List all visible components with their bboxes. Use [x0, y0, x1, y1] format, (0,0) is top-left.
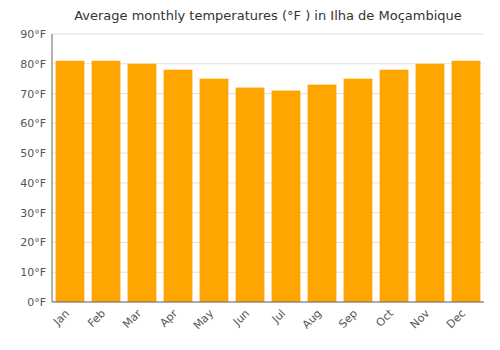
- y-tick-label: 30°F: [20, 207, 46, 220]
- chart: Average monthly temperatures (°F ) in Il…: [0, 0, 500, 350]
- y-tick-label: 0°F: [27, 296, 46, 309]
- x-tick-label: Apr: [157, 307, 180, 330]
- bars: [56, 61, 481, 302]
- y-axis-line: [52, 34, 53, 302]
- bar: [92, 61, 121, 302]
- x-tick-label: May: [191, 307, 217, 333]
- grid-line: [52, 34, 484, 35]
- bar: [344, 79, 373, 302]
- x-tick-label: Jul: [269, 307, 288, 326]
- y-tick-label: 80°F: [20, 58, 46, 71]
- x-tick-label: Jun: [230, 307, 252, 329]
- title: Average monthly temperatures (°F ) in Il…: [74, 8, 462, 23]
- y-tick-label: 50°F: [20, 147, 46, 160]
- x-tick-label: Dec: [444, 307, 468, 331]
- x-axis-line: [52, 302, 484, 303]
- grid-line: [52, 302, 484, 303]
- bar: [416, 64, 445, 302]
- x-tick-label: Sep: [336, 307, 360, 331]
- bar: [380, 70, 409, 302]
- y-tick-label: 90°F: [20, 28, 46, 41]
- chart-container: Average monthly temperatures (°F ) in Il…: [0, 0, 500, 350]
- bar: [452, 61, 481, 302]
- grid: [52, 34, 484, 302]
- y-tick-label: 20°F: [20, 236, 46, 249]
- bar: [164, 70, 193, 302]
- y-tick-label: 10°F: [20, 266, 46, 279]
- bar: [308, 85, 337, 302]
- x-tick-label: Oct: [373, 306, 396, 329]
- x-tick-label: Feb: [85, 307, 108, 330]
- x-tick-label: Aug: [300, 307, 324, 331]
- bar: [128, 64, 157, 302]
- y-tick-label: 60°F: [20, 117, 46, 130]
- bar: [56, 61, 85, 302]
- x-tick-label: Mar: [120, 307, 144, 331]
- bar: [236, 88, 265, 302]
- x-tick-label: Nov: [408, 307, 433, 332]
- x-tick-label: Jan: [50, 307, 72, 329]
- bar: [272, 91, 301, 302]
- bar: [200, 79, 229, 302]
- y-tick-label: 70°F: [20, 88, 46, 101]
- y-tick-label: 40°F: [20, 177, 46, 190]
